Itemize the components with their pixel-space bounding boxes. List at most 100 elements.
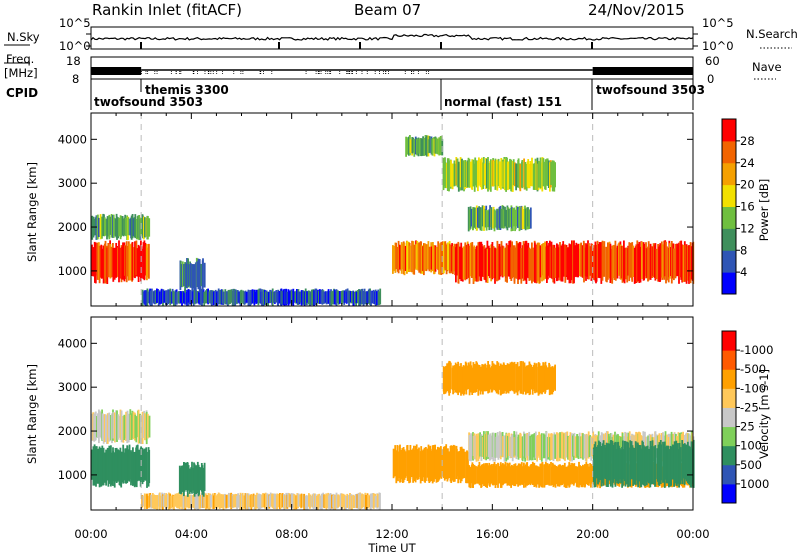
- heatmap-cell: [447, 448, 449, 480]
- heatmap-cell: [323, 494, 326, 509]
- heatmap-cell: [216, 494, 219, 508]
- heatmap-cell: [538, 363, 541, 395]
- colorbar-tick-label: 24: [740, 156, 755, 170]
- heatmap-cell: [201, 493, 203, 508]
- heatmap-cell: [189, 263, 192, 288]
- heatmap-cell: [643, 243, 645, 281]
- heatmap-cell: [245, 493, 248, 510]
- heatmap-cell: [524, 366, 527, 395]
- heatmap-cell: [174, 493, 177, 507]
- heatmap-cell: [654, 445, 657, 486]
- heatmap-cell: [187, 465, 190, 491]
- power-ylabel: Slant Range [km]: [25, 162, 39, 262]
- heatmap-cell: [672, 444, 674, 480]
- heatmap-cell: [500, 464, 503, 488]
- heatmap-cell: [508, 241, 511, 277]
- heatmap-cell: [487, 434, 490, 457]
- heatmap-cell: [675, 247, 678, 277]
- heatmap-cell: [520, 248, 523, 284]
- heatmap-cell: [531, 461, 534, 485]
- heatmap-cell: [299, 291, 302, 303]
- heatmap-cell: [183, 462, 186, 492]
- heatmap-cell: [588, 243, 590, 280]
- heatmap-cell: [546, 241, 548, 283]
- heatmap-cell: [582, 433, 584, 460]
- colorbar-swatch: [722, 206, 736, 229]
- colorbar-tick-label: 8: [740, 243, 747, 257]
- colorbar-swatch: [722, 250, 736, 273]
- heatmap-cell: [113, 217, 115, 236]
- heatmap-cell: [236, 495, 238, 510]
- heatmap-cell: [199, 263, 202, 292]
- heatmap-cell: [517, 366, 520, 392]
- heatmap-cell: [448, 451, 450, 478]
- heatmap-cell: [510, 162, 513, 192]
- heatmap-cell: [541, 365, 543, 395]
- heatmap-cell: [536, 466, 539, 485]
- heatmap-cell: [378, 291, 380, 305]
- heatmap-cell: [668, 449, 670, 488]
- heatmap-cell: [532, 365, 535, 390]
- heatmap-cell: [112, 451, 114, 481]
- heatmap-cell: [565, 245, 568, 277]
- heatmap-cell: [424, 243, 427, 271]
- heatmap-cell: [352, 494, 355, 508]
- heatmap-cell: [198, 291, 201, 305]
- colorbar-tick-label: 25: [740, 420, 755, 434]
- heatmap-cell: [506, 245, 508, 283]
- heatmap-cell: [463, 366, 466, 395]
- heatmap-cell: [341, 290, 343, 305]
- heatmap-cell: [476, 245, 478, 282]
- heatmap-cell: [557, 247, 560, 278]
- heatmap-cell: [415, 444, 418, 479]
- heatmap-cell: [598, 242, 601, 279]
- heatmap-cell: [663, 240, 665, 280]
- colorbar-swatch: [722, 369, 736, 389]
- heatmap-cell: [552, 464, 555, 488]
- heatmap-cell: [131, 451, 133, 483]
- heatmap-cell: [588, 466, 590, 486]
- heatmap-cell: [541, 244, 543, 282]
- heatmap-cell: [671, 446, 673, 479]
- colorbar-tick-label: -25: [740, 400, 759, 414]
- heatmap-cell: [580, 466, 583, 488]
- heatmap-cell: [146, 413, 149, 439]
- heatmap-cell: [527, 159, 530, 189]
- heatmap-cell: [179, 260, 182, 287]
- freq-trace: [91, 67, 693, 75]
- heatmap-cell: [270, 291, 272, 303]
- heatmap-cell: [446, 363, 448, 392]
- nave-tick-bottom: 0: [707, 72, 714, 86]
- heatmap-cell: [585, 243, 587, 281]
- heatmap-cell: [349, 493, 351, 509]
- heatmap-cell: [611, 245, 614, 284]
- heatmap-cell: [144, 448, 146, 481]
- heatmap-cell: [652, 243, 655, 277]
- heatmap-cell: [91, 449, 93, 480]
- heatmap-cell: [685, 444, 688, 482]
- heatmap-cell: [470, 434, 473, 460]
- heatmap-cell: [319, 289, 321, 304]
- heatmap-cell: [539, 434, 541, 460]
- heatmap-cell: [122, 452, 125, 481]
- velocity-heatmap: [91, 317, 695, 510]
- heatmap-cell: [537, 160, 540, 188]
- heatmap-cell: [205, 290, 207, 304]
- heatmap-cell: [665, 445, 668, 484]
- heatmap-cell: [265, 290, 268, 304]
- heatmap-cell: [580, 242, 582, 277]
- heatmap-cell: [531, 242, 533, 284]
- heatmap-cell: [521, 466, 524, 485]
- heatmap-cell: [600, 242, 603, 276]
- heatmap-cell: [467, 206, 470, 232]
- heatmap-cell: [362, 291, 365, 306]
- heatmap-cell: [586, 434, 589, 459]
- y-tick-label: 2000: [58, 424, 87, 438]
- nsky-strip: 10^5 10^0 10^5 10^0 N.Sky N.Search: [4, 16, 798, 53]
- heatmap-cell: [399, 450, 402, 483]
- heatmap-cell: [156, 288, 158, 303]
- heatmap-cell: [535, 160, 538, 190]
- heatmap-cell: [404, 451, 407, 478]
- heatmap-cell: [637, 243, 639, 282]
- heatmap-cell: [496, 361, 499, 393]
